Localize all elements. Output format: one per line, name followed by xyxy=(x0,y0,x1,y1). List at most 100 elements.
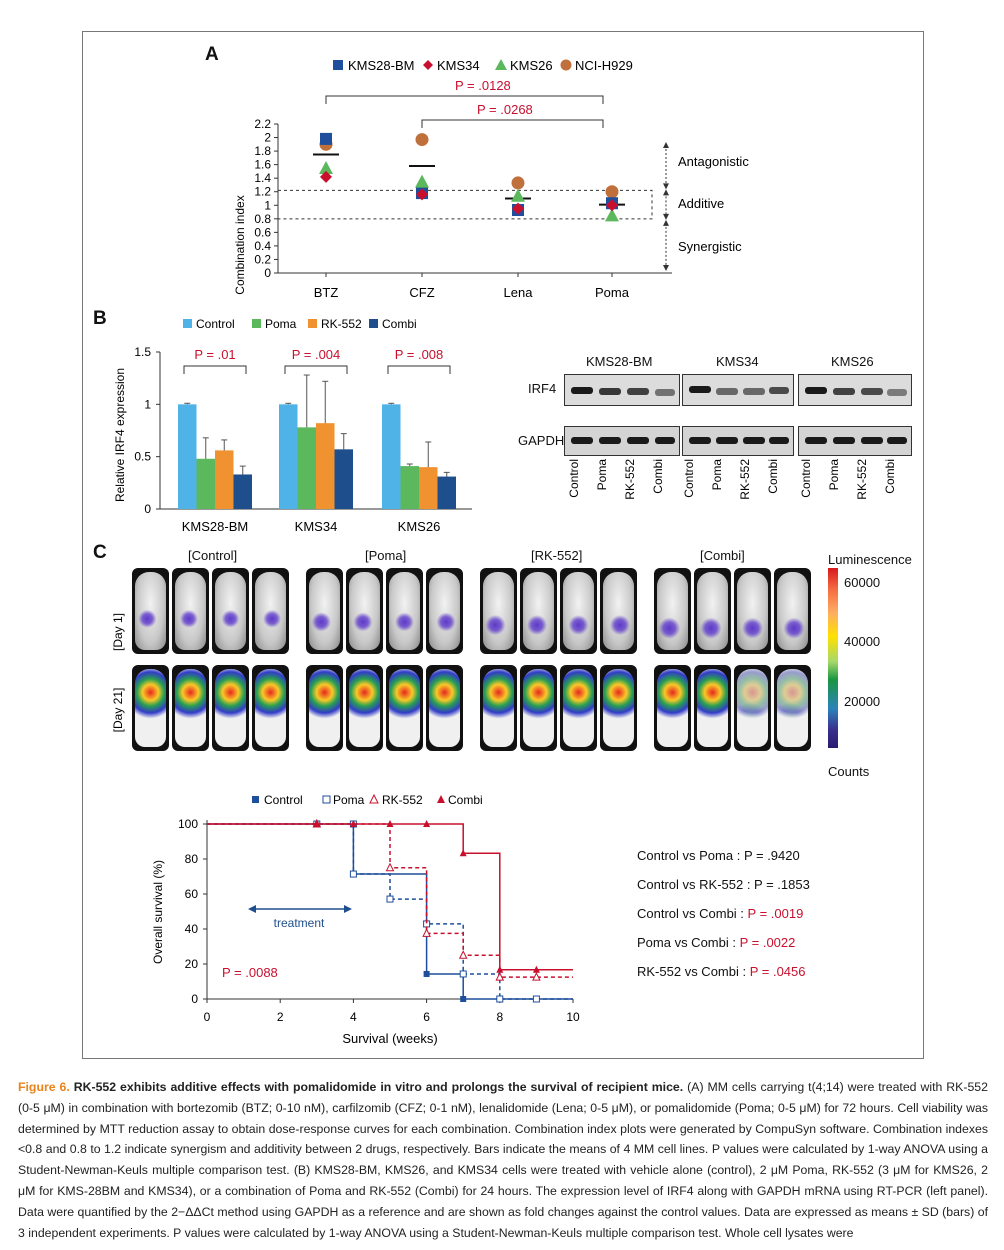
comparison-row: Control vs Poma : P = .9420 xyxy=(637,848,897,877)
comparison-row: Control vs RK-552 : P = .1853 xyxy=(637,877,897,906)
x-tick-label: 6 xyxy=(423,1010,430,1024)
legend-kms26-label: KMS26 xyxy=(510,58,553,73)
point-kms26-lena xyxy=(511,188,525,202)
legend-combi-swatch xyxy=(369,319,378,328)
y-tick-label: 0 xyxy=(144,502,151,516)
panel-b-letter: B xyxy=(93,308,107,329)
region-additive: Additive xyxy=(678,196,724,211)
marker-control xyxy=(423,970,430,977)
group-label-rk552: [RK-552] xyxy=(531,548,583,563)
x-label-kms28bm: KMS28-BM xyxy=(182,519,248,534)
lane-label-combi: Combi xyxy=(883,459,897,494)
bar-poma-kms28bm xyxy=(196,458,215,509)
survival-xlabel: Survival (weeks) xyxy=(342,1031,437,1046)
legend-surv-combi: Combi xyxy=(448,793,483,807)
x-tick-label: 0 xyxy=(204,1010,211,1024)
mouse-image xyxy=(654,568,691,654)
blot-cellline-kms28bm: KMS28-BM xyxy=(586,354,653,369)
bar-combi-kms26 xyxy=(437,476,456,509)
y-tick-label: 1.2 xyxy=(254,185,271,199)
legend-surv-poma: Poma xyxy=(333,793,365,807)
figure-caption: Figure 6. RK-552 exhibits additive effec… xyxy=(18,1077,988,1243)
point-ncih929-lena xyxy=(511,176,525,190)
x-tick-label-btz: BTZ xyxy=(314,285,339,300)
lane-label-control: Control xyxy=(567,459,581,498)
lane-label-poma: Poma xyxy=(595,459,609,491)
y-tick-label: 1.8 xyxy=(254,144,271,158)
lane-label-combi: Combi xyxy=(651,459,665,494)
comparison-label: Poma vs Combi : xyxy=(637,935,740,950)
x-label-kms26: KMS26 xyxy=(398,519,441,534)
mouse-image xyxy=(172,665,209,751)
mouse-image xyxy=(694,568,731,654)
group-label-poma: [Poma] xyxy=(365,548,407,563)
point-ncih929-cfz xyxy=(415,133,429,147)
comparison-p-value: P = .9420 xyxy=(743,848,800,863)
panel-b-ylabel: Relative IRF4 expression xyxy=(113,368,127,502)
mouse-image xyxy=(346,568,383,654)
blot-cellline-kms34: KMS34 xyxy=(716,354,759,369)
y-tick-label: 0.6 xyxy=(254,225,271,239)
x-tick-label: 4 xyxy=(350,1010,357,1024)
comparison-p-value: P = .0019 xyxy=(747,906,804,921)
point-kms34-btz xyxy=(320,170,332,183)
mouse-image xyxy=(172,568,209,654)
p-value-kms26: P = .008 xyxy=(395,347,444,362)
y-tick-label: 0.2 xyxy=(254,252,271,266)
mouse-image xyxy=(252,665,289,751)
mouse-image xyxy=(520,665,557,751)
blot-row-gapdh: GAPDH xyxy=(518,433,565,448)
marker-rk552 xyxy=(385,862,395,872)
y-tick-label: 2.2 xyxy=(254,117,271,131)
mouse-image xyxy=(426,665,463,751)
legend-surv-rk552-marker xyxy=(369,793,379,804)
region-synergistic: Synergistic xyxy=(678,239,742,254)
y-tick-label: 20 xyxy=(185,957,199,971)
survival-ylabel: Overall survival (%) xyxy=(151,860,165,964)
day-labels: [Day 1] [Day 21] xyxy=(111,613,125,733)
bar-combi-kms34 xyxy=(334,449,353,509)
panel-a-ylabel: Combination index xyxy=(233,195,247,294)
mouse-image xyxy=(774,568,811,654)
region-arrowhead xyxy=(663,213,669,220)
bracket-btz-poma xyxy=(325,95,604,104)
caption-fig-label: Figure 6. xyxy=(18,1080,70,1094)
lane-label-poma: Poma xyxy=(710,459,724,491)
comparison-p-value: P = .1853 xyxy=(754,877,810,892)
y-tick-label: 0.5 xyxy=(134,450,151,464)
p-bracket-kms34 xyxy=(284,365,348,374)
mouse-image xyxy=(212,568,249,654)
bar-rk552-kms34 xyxy=(316,423,335,509)
legend-rk552-label: RK-552 xyxy=(321,317,362,331)
x-tick-label-lena: Lena xyxy=(504,285,534,300)
marker-rk552 xyxy=(422,928,431,937)
legend-poma-label: Poma xyxy=(265,317,297,331)
colorbar-tick-20000: 20000 xyxy=(844,694,881,709)
point-kms26-poma xyxy=(605,208,619,222)
bar-control-kms28bm xyxy=(178,404,197,509)
day-label-1: [Day 1] xyxy=(111,613,125,651)
mouse-image xyxy=(386,568,423,654)
day-label-21: [Day 21] xyxy=(111,688,125,733)
bar-control-kms34 xyxy=(279,404,298,509)
x-tick-label: 2 xyxy=(277,1010,284,1024)
blot-irf4-kms28bm xyxy=(564,374,680,406)
y-tick-label: 0.8 xyxy=(254,212,271,226)
y-tick-label: 0 xyxy=(264,266,271,280)
treatment-label: treatment xyxy=(274,916,325,930)
blot-lane-labels: Control Poma RK-552 Combi Control Poma RK-552 C… xyxy=(567,459,897,500)
caption-title: RK-552 exhibits additive effects with po… xyxy=(73,1080,684,1094)
x-tick-label-cfz: CFZ xyxy=(409,285,434,300)
marker-combi xyxy=(496,965,504,973)
y-tick-label: 1.4 xyxy=(254,171,271,185)
survival-legend: Control Poma RK-552 Combi xyxy=(252,793,483,807)
mouse-image xyxy=(386,665,423,751)
additive-band xyxy=(277,189,653,220)
mouse-image xyxy=(520,568,557,654)
comparison-row: Poma vs Combi : P = .0022 xyxy=(637,935,897,964)
y-tick-label: 0 xyxy=(191,992,198,1006)
y-tick-label: 60 xyxy=(185,887,199,901)
mouse-image xyxy=(600,665,637,751)
colorbar-tick-60000: 60000 xyxy=(844,575,881,590)
legend-control-swatch xyxy=(183,319,192,328)
